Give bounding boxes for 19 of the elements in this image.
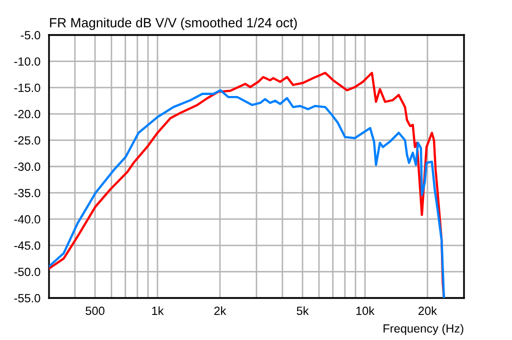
y-tick-label: -50.0 (14, 268, 40, 276)
y-tick-label: -5.0 (20, 31, 40, 40)
y-tick-label: -15.0 (14, 84, 40, 92)
y-tick-label: -55.0 (14, 294, 40, 302)
x-tick-label: 20k (418, 306, 437, 316)
y-tick-label: -35.0 (14, 188, 40, 198)
y-tick-label: -25.0 (14, 136, 40, 145)
x-axis-title: Frequency (Hz) (384, 324, 464, 335)
x-tick-label: 2k (214, 306, 226, 315)
x-tick-label: 1k (152, 306, 164, 315)
x-tick-label: 10k (356, 306, 375, 316)
x-tick-label: 5k (296, 306, 309, 316)
y-tick-label: -10.0 (14, 57, 40, 66)
y-tick-label: -40.0 (14, 215, 40, 224)
y-tick-label: -45.0 (14, 241, 40, 250)
chart-title: FR Magnitude dB V/V (smoothed 1/24 oct) (50, 18, 297, 30)
y-tick-label: -20.0 (14, 110, 40, 118)
x-tick-label: 500 (86, 306, 104, 316)
y-tick-label: -30.0 (14, 162, 40, 171)
